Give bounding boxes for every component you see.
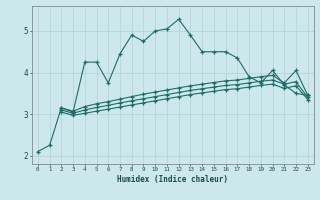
X-axis label: Humidex (Indice chaleur): Humidex (Indice chaleur) [117, 175, 228, 184]
